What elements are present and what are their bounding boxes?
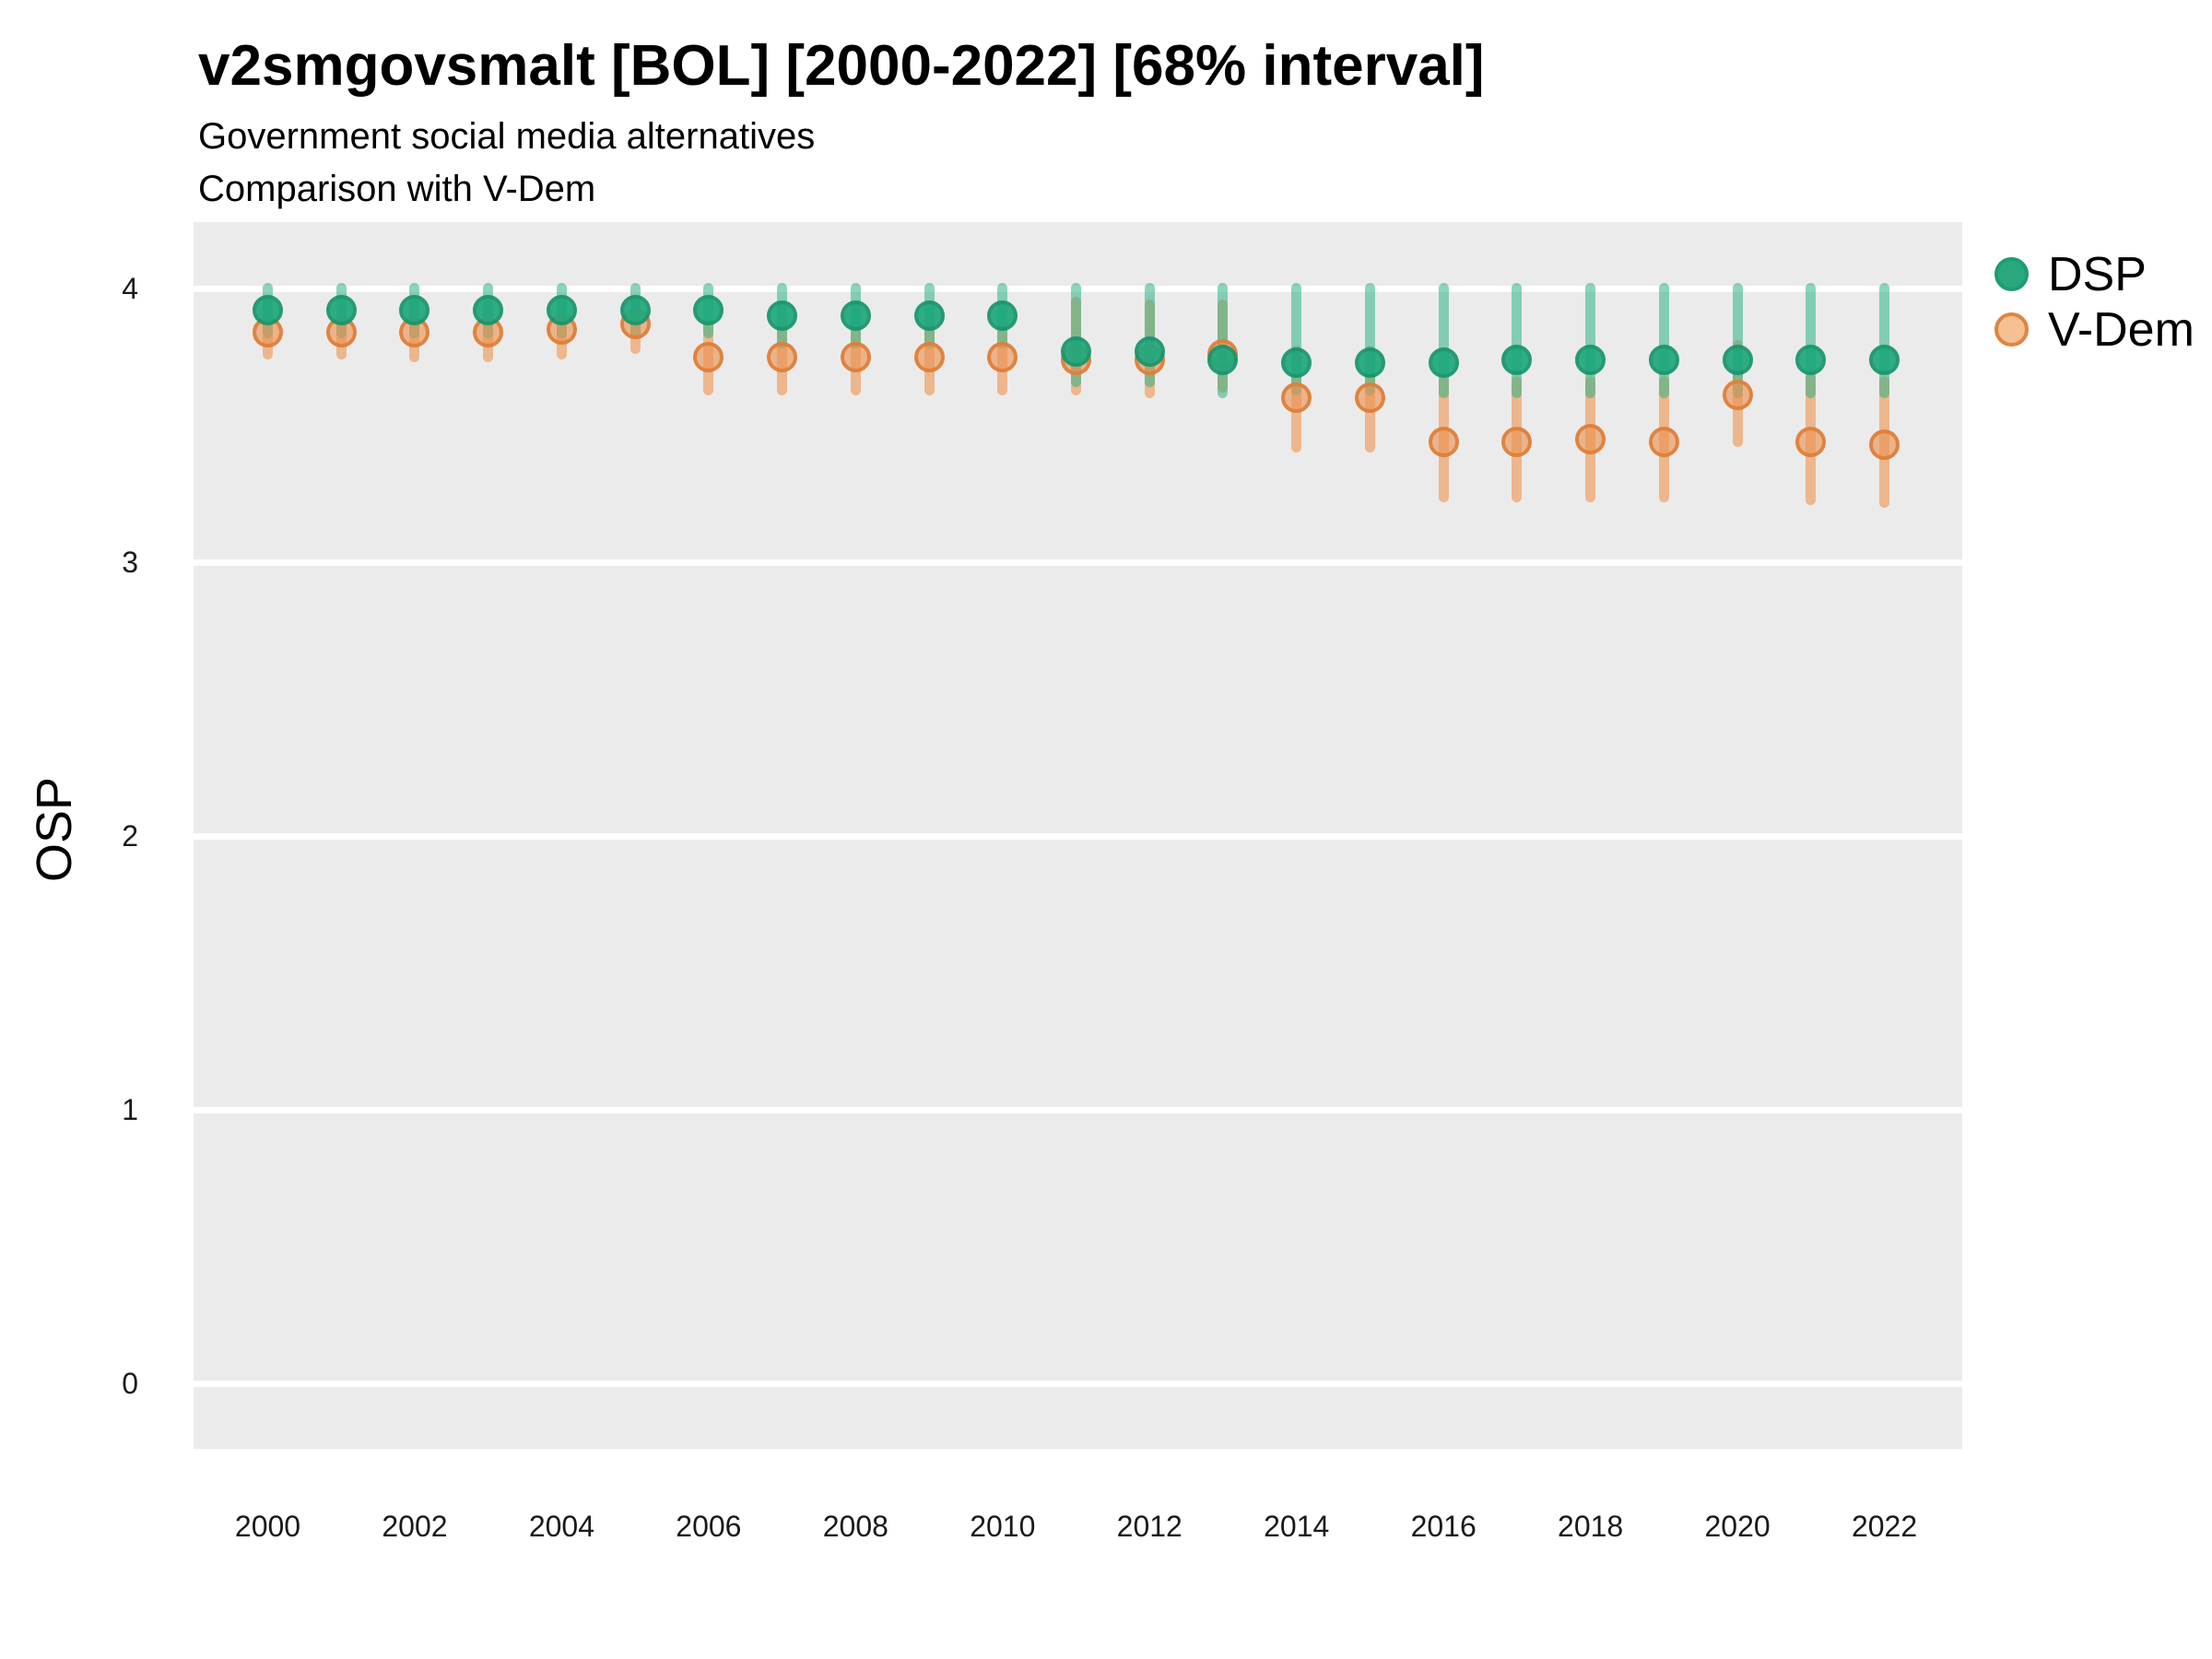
x-tick-label-2018: 2018: [1558, 1510, 1624, 1543]
legend-label-vdem: V-Dem: [2048, 303, 2194, 357]
dsp-point: [987, 300, 1018, 332]
x-tick-label-2006: 2006: [676, 1510, 742, 1543]
dsp-interval-bar: [1144, 283, 1155, 387]
dsp-point: [399, 295, 430, 326]
x-tick-label-2020: 2020: [1704, 1510, 1771, 1543]
dsp-point: [1501, 344, 1533, 375]
gridline-y-1: [194, 1106, 1962, 1113]
x-tick-label-2012: 2012: [1116, 1510, 1182, 1543]
vdem-point: [840, 341, 871, 372]
chart-subtitle-line2: Comparison with V-Dem: [198, 169, 596, 209]
vdem-point: [1648, 426, 1679, 457]
x-tick-label-2004: 2004: [528, 1510, 594, 1543]
dsp-point: [1061, 335, 1092, 367]
dsp-point: [840, 300, 871, 332]
dsp-point: [325, 295, 357, 326]
y-tick-label-1: 1: [122, 1093, 138, 1126]
dsp-point: [1795, 344, 1827, 375]
chart-subtitle: Government social media alternatives Com…: [198, 111, 815, 216]
gridline-y-0: [194, 1380, 1962, 1387]
vdem-point: [913, 341, 945, 372]
dsp-interval-bar: [1291, 283, 1302, 395]
dsp-point: [546, 295, 577, 326]
dsp-point: [1134, 335, 1165, 367]
dsp-interval-bar: [1071, 283, 1082, 387]
dsp-point: [1648, 344, 1679, 375]
x-tick-label-2000: 2000: [234, 1510, 301, 1543]
legend-label-dsp: DSP: [2048, 248, 2147, 301]
vdem-point: [1501, 426, 1533, 457]
dsp-interval-bar: [1438, 283, 1449, 398]
chart-title: v2smgovsmalt [BOL] [2000-2022] [68% inte…: [198, 34, 1485, 98]
vdem-point: [1795, 426, 1827, 457]
y-tick-label-4: 4: [122, 272, 138, 305]
y-tick-label-2: 2: [122, 819, 138, 853]
dsp-point: [913, 300, 945, 332]
gridline-y-3: [194, 559, 1962, 566]
dsp-point: [1354, 347, 1385, 378]
vdem-point: [1354, 382, 1385, 414]
dsp-point: [1207, 344, 1239, 375]
vdem-point: [1281, 382, 1312, 414]
dsp-point: [767, 300, 798, 332]
vdem-point: [767, 341, 798, 372]
y-tick-label-3: 3: [122, 546, 138, 579]
dsp-interval-bar: [1658, 283, 1669, 398]
dsp-point: [473, 295, 504, 326]
vdem-point: [1428, 426, 1459, 457]
x-tick-label-2014: 2014: [1264, 1510, 1330, 1543]
dsp-point: [1428, 347, 1459, 378]
vdem-point: [1869, 429, 1900, 460]
dsp-point: [1869, 344, 1900, 375]
dsp-interval-bar: [1512, 283, 1523, 398]
vdem-point: [1575, 423, 1606, 454]
x-tick-label-2022: 2022: [1851, 1510, 1918, 1543]
dsp-point: [1281, 347, 1312, 378]
legend-dot-dsp-icon: [1994, 257, 2029, 291]
dsp-point: [1722, 344, 1753, 375]
x-tick-label-2010: 2010: [970, 1510, 1036, 1543]
dsp-interval-bar: [1364, 283, 1375, 395]
gridline-y-2: [194, 832, 1962, 840]
vdem-point: [693, 341, 724, 372]
y-tick-label-0: 0: [122, 1367, 138, 1400]
x-tick-label-2008: 2008: [822, 1510, 888, 1543]
vdem-point: [987, 341, 1018, 372]
dsp-point: [693, 295, 724, 326]
legend-dot-vdem-icon: [1994, 312, 2029, 347]
dsp-interval-bar: [1732, 283, 1743, 398]
dsp-point: [253, 295, 283, 326]
dsp-interval-bar: [1585, 283, 1596, 398]
chart-subtitle-line1: Government social media alternatives: [198, 116, 816, 157]
vdem-point: [1722, 380, 1753, 411]
x-tick-label-2002: 2002: [382, 1510, 448, 1543]
dsp-interval-bar: [1806, 283, 1817, 398]
dsp-point: [1575, 344, 1606, 375]
dsp-point: [619, 295, 651, 326]
x-tick-label-2016: 2016: [1410, 1510, 1477, 1543]
dsp-interval-bar: [1879, 283, 1890, 398]
